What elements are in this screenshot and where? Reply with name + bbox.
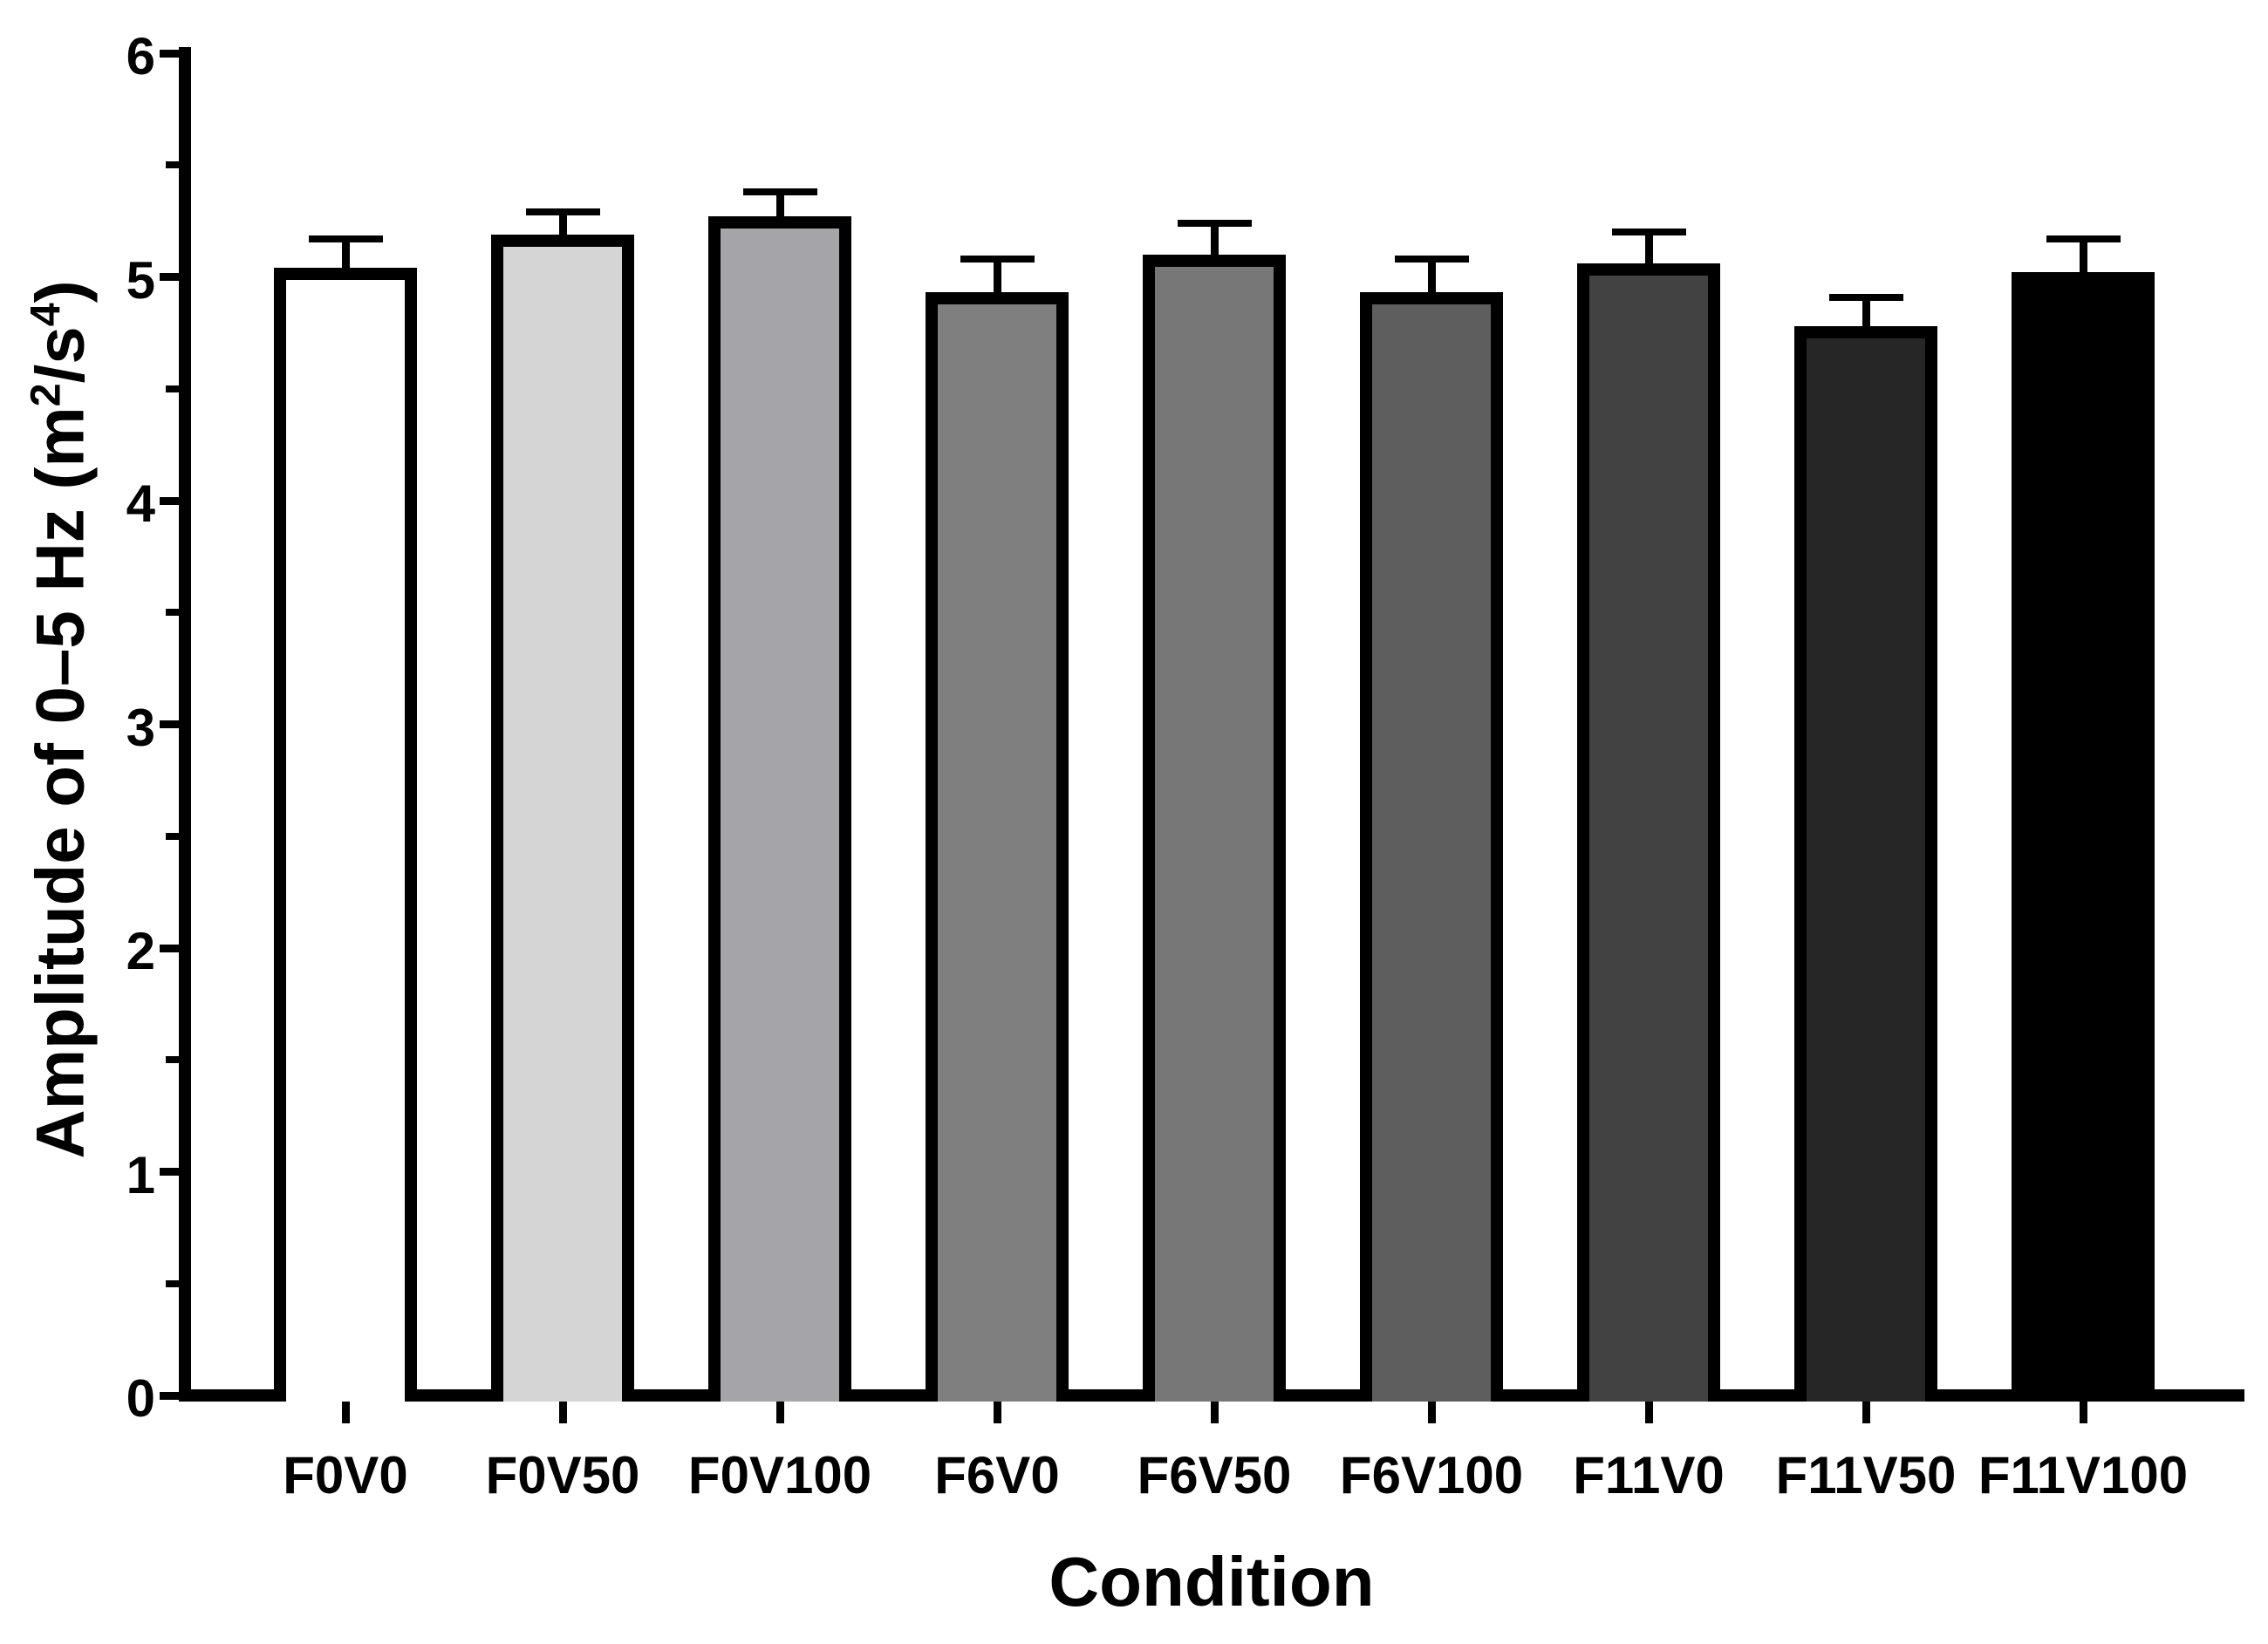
y-axis-title-superscript: 4: [22, 303, 70, 327]
y-tick-label: 0: [126, 1369, 155, 1428]
error-bar-stem-f6v0: [993, 258, 1001, 297]
error-bar-stem-f0v50: [558, 212, 567, 238]
error-bar-stem-f0v0: [341, 238, 350, 272]
x-category-label-f6v100: F6V100: [1339, 1446, 1524, 1504]
error-bar-cap-f0v50: [525, 208, 600, 216]
error-bar-stem-f11v50: [1862, 297, 1870, 330]
error-bar-cap-f11v0: [1611, 229, 1686, 236]
x-tick-f11v50: [1862, 1402, 1870, 1423]
error-bar-cap-f11v50: [1828, 293, 1903, 301]
x-category-label-f11v100: F11V100: [1978, 1446, 2189, 1504]
y-tick-label: 6: [126, 27, 155, 85]
y-tick-label: 5: [126, 250, 155, 310]
x-tick-f0v0: [341, 1402, 350, 1423]
bar-f11v100: [2012, 272, 2155, 1402]
x-category-label-f11v0: F11V0: [1573, 1446, 1725, 1504]
error-bar-cap-f6v50: [1177, 219, 1252, 227]
y-tick-label: 4: [126, 474, 155, 533]
error-bar-cap-f0v100: [742, 188, 817, 196]
x-category-label-f6v0: F6V0: [934, 1446, 1060, 1504]
y-major-tick: [160, 944, 179, 952]
y-tick-label: 3: [126, 698, 155, 757]
error-bar-stem-f6v50: [1210, 222, 1219, 258]
y-axis-line: [179, 47, 191, 1402]
error-bar-stem-f0v100: [775, 192, 784, 221]
bar-f11v0: [1577, 263, 1720, 1402]
error-bar-cap-f0v0: [308, 235, 383, 242]
bar-f6v100: [1360, 292, 1503, 1402]
y-minor-tick: [166, 832, 179, 840]
y-axis-title-segment: ): [21, 280, 99, 304]
x-category-label-f0v0: F0V0: [283, 1446, 408, 1504]
y-major-tick: [160, 49, 179, 58]
x-tick-f6v50: [1210, 1402, 1219, 1423]
bar-f0v0: [274, 268, 417, 1402]
y-minor-tick: [166, 609, 179, 617]
error-bar-stem-f11v100: [2079, 238, 2087, 276]
x-tick-f11v100: [2079, 1402, 2087, 1423]
error-bar-cap-f6v0: [960, 255, 1035, 263]
y-minor-tick: [166, 1056, 179, 1064]
error-bar-cap-f11v100: [2046, 235, 2121, 242]
y-axis-title-segment: /s: [21, 326, 99, 384]
x-tick-f0v100: [775, 1402, 784, 1423]
bar-f6v50: [1143, 254, 1286, 1402]
bar-f0v50: [491, 234, 634, 1402]
x-tick-f6v100: [1427, 1402, 1436, 1423]
error-bar-stem-f11v0: [1644, 232, 1653, 268]
x-category-label-f11v50: F11V50: [1775, 1446, 1957, 1504]
x-tick-f6v0: [993, 1402, 1001, 1423]
bar-f6v0: [926, 292, 1069, 1402]
y-axis-title: Amplitude of 0–5 Hz (m2/s4): [21, 280, 107, 1159]
y-tick-label: 1: [126, 1145, 155, 1204]
y-axis-title-superscript: 2: [22, 383, 70, 407]
y-major-tick: [160, 273, 179, 281]
bar-f11v50: [1794, 325, 1937, 1402]
x-tick-f11v0: [1644, 1402, 1653, 1423]
error-bar-cap-f6v100: [1394, 255, 1469, 263]
y-minor-tick: [166, 1279, 179, 1287]
y-major-tick: [160, 496, 179, 505]
x-category-label-f0v50: F0V50: [485, 1446, 640, 1504]
y-minor-tick: [166, 385, 179, 392]
error-bar-stem-f6v100: [1427, 258, 1436, 297]
y-major-tick: [160, 1391, 179, 1400]
y-tick-label: 2: [126, 922, 155, 980]
x-category-label-f0v100: F0V100: [687, 1446, 872, 1504]
x-category-label-f6v50: F6V50: [1137, 1446, 1292, 1504]
bar-f0v100: [708, 216, 851, 1402]
y-minor-tick: [166, 161, 179, 169]
x-tick-f0v50: [558, 1402, 567, 1423]
y-axis-title-segment: Amplitude of 0–5 Hz (m: [21, 406, 99, 1159]
x-axis-title: Condition: [1049, 1543, 1375, 1620]
y-major-tick: [160, 720, 179, 728]
y-major-tick: [160, 1168, 179, 1176]
